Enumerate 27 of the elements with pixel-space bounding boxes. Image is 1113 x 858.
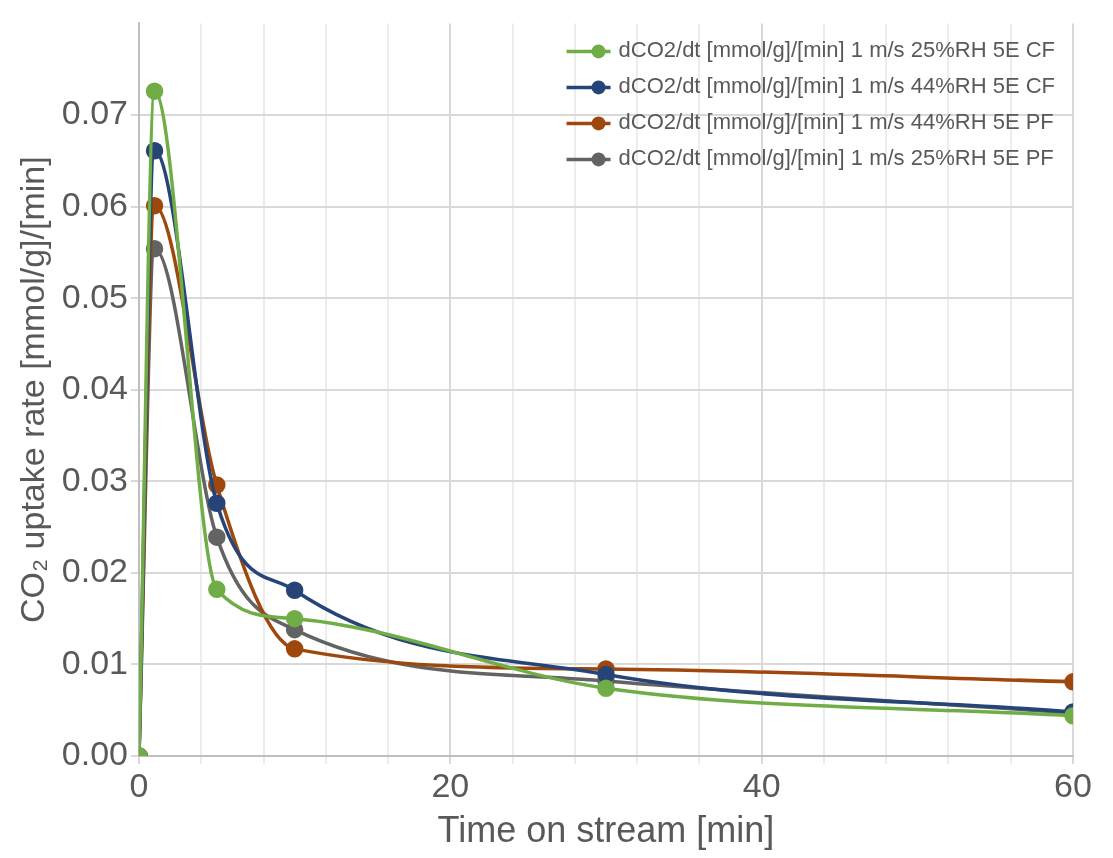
y-tick-label: 0.05 (61, 276, 128, 315)
point (208, 580, 226, 599)
legend-label: dCO2/dt [mmol/g]/[min] 1 m/s 25%RH 5E PF (618, 145, 1054, 171)
point (285, 581, 304, 599)
legend-label: dCO2/dt [mmol/g]/[min] 1 m/s 44%RH 5E CF (618, 73, 1056, 99)
point (145, 82, 164, 100)
x-tick-label: 20 (431, 765, 470, 804)
point (208, 494, 226, 512)
x-tick-label: 0 (129, 765, 149, 804)
y-axis-title: CO₂ uptake rate [mmol/g]/[min] (12, 156, 51, 624)
point (208, 528, 226, 546)
point (597, 665, 615, 684)
x-axis-title: Time on stream [min] (437, 809, 775, 851)
y-tick-label: 0.06 (61, 184, 128, 223)
y-tick-label: 0.04 (61, 368, 128, 407)
y-tick-label: 0.03 (61, 459, 128, 498)
point (285, 609, 304, 628)
y-tick-label: 0.00 (61, 734, 128, 773)
y-tick-label: 0.02 (61, 551, 128, 590)
point (597, 679, 615, 697)
legend-label: dCO2/dt [mmol/g]/[min] 1 m/s 25%RH 5E CF (618, 37, 1056, 63)
x-tick-label: 60 (1054, 765, 1092, 804)
x-tick-label: 40 (742, 765, 781, 804)
y-tick-label: 0.07 (61, 93, 128, 132)
y-tick-label: 0.01 (61, 642, 128, 681)
point (285, 640, 304, 658)
legend-label: dCO2/dt [mmol/g]/[min] 1 m/s 44%RH 5E PF (618, 109, 1054, 135)
